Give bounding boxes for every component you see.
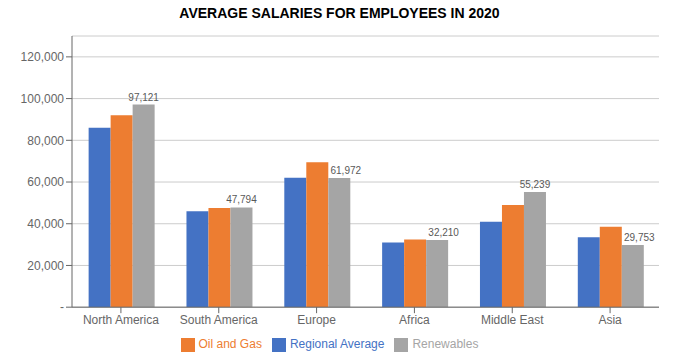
svg-text:Africa: Africa <box>399 313 430 327</box>
svg-text:-: - <box>60 300 64 314</box>
svg-text:80,000: 80,000 <box>27 134 64 148</box>
html-text:AVERAGE SALARIES FOR EMPLOYEES: AVERAGE SALARIES FOR EMPLOYEES IN 2020 <box>179 5 500 21</box>
svg-text:South America: South America <box>180 313 258 327</box>
svg-text:120,000: 120,000 <box>21 50 65 64</box>
svg-text:Europe: Europe <box>297 313 336 327</box>
svg-text:60,000: 60,000 <box>27 175 64 189</box>
html-text:Oil and Gas: Oil and Gas <box>198 337 262 352</box>
svg-text:47,794: 47,794 <box>226 194 257 205</box>
html-text:Renewables: Renewables <box>412 337 479 352</box>
svg-text:100,000: 100,000 <box>21 92 65 106</box>
svg-text:40,000: 40,000 <box>27 217 64 231</box>
svg-text:North America: North America <box>83 313 159 327</box>
svg-text:Asia: Asia <box>598 313 622 327</box>
svg-text:29,753: 29,753 <box>624 232 655 243</box>
svg-text:Middle East: Middle East <box>481 313 544 327</box>
html-text:Regional Average: Regional Average <box>289 337 385 352</box>
svg-text:20,000: 20,000 <box>27 259 64 273</box>
svg-text:61,972: 61,972 <box>330 165 361 176</box>
svg-text:32,210: 32,210 <box>428 227 459 238</box>
svg-text:97,121: 97,121 <box>128 92 159 103</box>
svg-text:55,239: 55,239 <box>520 179 551 190</box>
